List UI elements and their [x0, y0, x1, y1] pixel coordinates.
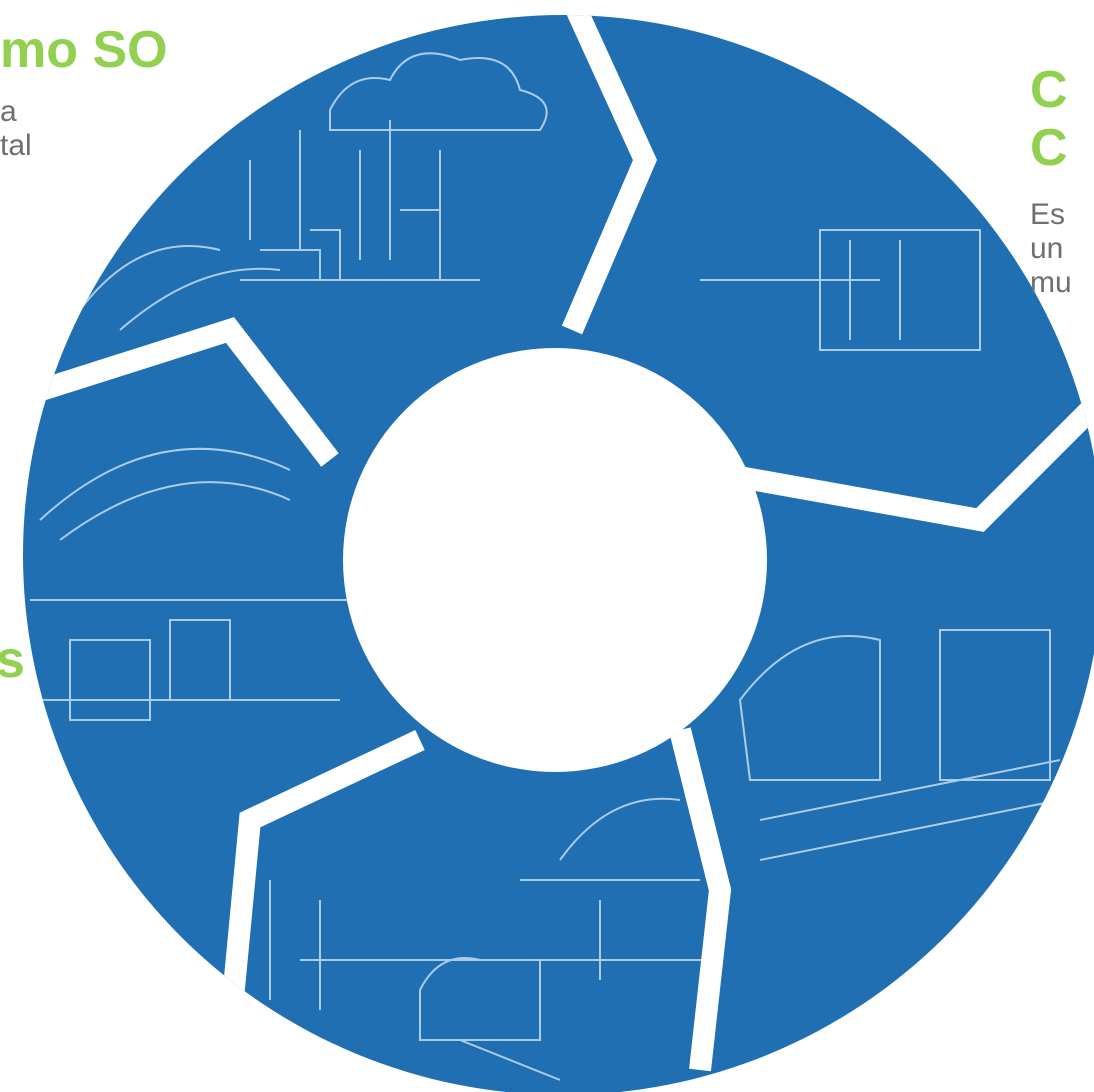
- illustration-lines: [30, 52, 1061, 1081]
- heading-fragment: s: [0, 631, 25, 689]
- heading: C: [1030, 61, 1068, 119]
- text-line: tal: [0, 129, 32, 162]
- heading: mo SO: [0, 21, 168, 79]
- center-hole: [343, 348, 767, 772]
- text-line: Es: [1030, 198, 1066, 231]
- text-line: un: [1030, 232, 1064, 265]
- text-line: a: [0, 95, 17, 128]
- segment-gaps: [23, 15, 1094, 1072]
- heading: C: [1030, 119, 1068, 177]
- text-line: mu: [1030, 266, 1072, 299]
